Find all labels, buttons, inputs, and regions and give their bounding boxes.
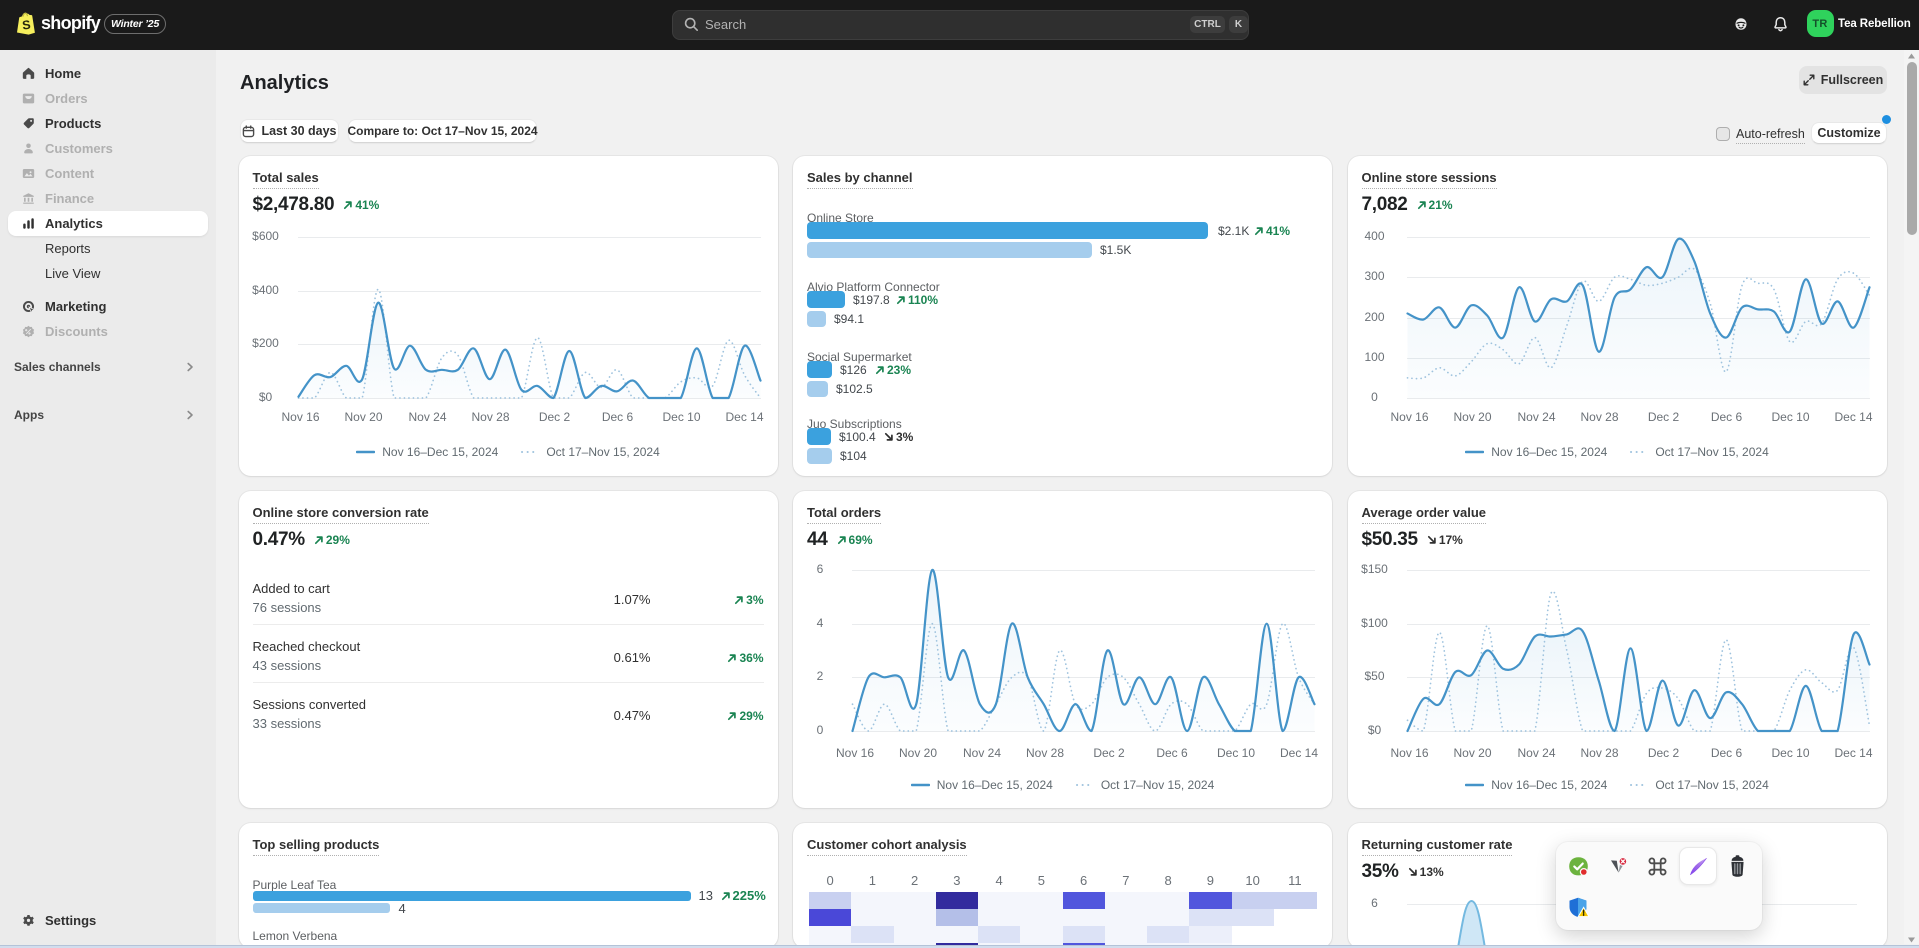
svg-text:S: S [21,18,31,33]
